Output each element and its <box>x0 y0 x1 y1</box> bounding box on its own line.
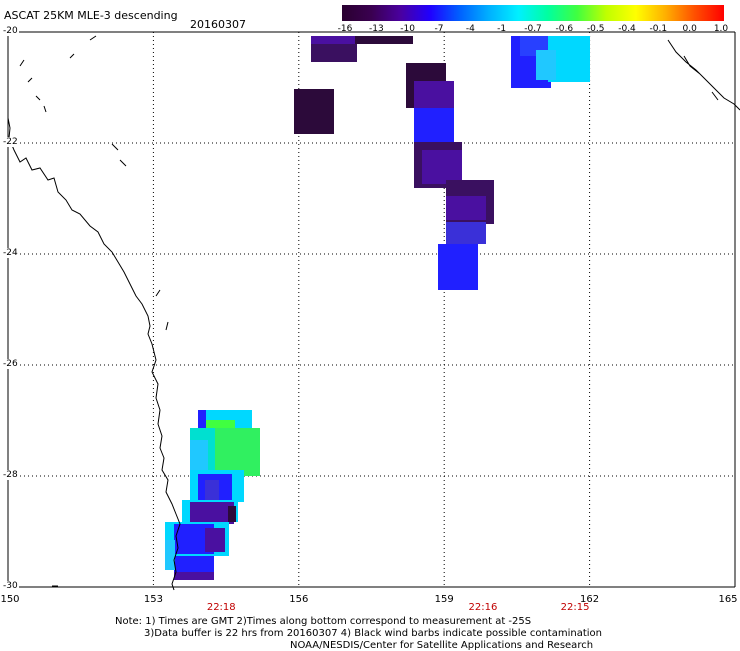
colorbar-label: -7 <box>434 24 444 34</box>
mle-cell <box>215 428 260 476</box>
mle-cell <box>536 50 556 80</box>
mle-cell <box>228 506 236 522</box>
new-caledonia-coastline <box>667 39 740 111</box>
mle-cell <box>205 528 225 552</box>
colorbar-label: -4 <box>465 24 475 34</box>
colorbar-label: -0.4 <box>618 24 636 34</box>
latitude-label: -22 <box>2 137 19 147</box>
colorbar-label: -16 <box>337 24 353 34</box>
mle-data-cells <box>165 36 590 580</box>
colorbar-label: -1 <box>497 24 507 34</box>
mle-cell <box>190 502 234 524</box>
australia-coastline-islands <box>19 35 169 587</box>
colorbar-label: -0.5 <box>586 24 605 34</box>
longitude-label: 156 <box>289 594 309 605</box>
colorbar-label: -0.6 <box>555 24 574 34</box>
note-line-3: NOAA/NESDIS/Center for Satellite Applica… <box>290 640 594 651</box>
mle-cell <box>165 540 175 570</box>
longitude-label: 165 <box>718 594 738 605</box>
latitude-label: -24 <box>2 248 19 258</box>
pass-time-label: 22:18 <box>206 602 236 613</box>
mle-cell <box>414 108 454 142</box>
mle-cell <box>414 81 454 111</box>
longitude-label: 150 <box>0 594 20 605</box>
colorbar-label: -0.1 <box>649 24 668 34</box>
colorbar-label: 0.0 <box>682 24 697 34</box>
colorbar-label: -0.7 <box>524 24 542 34</box>
pass-time-label: 22:15 <box>560 602 590 613</box>
colorbar-label: -13 <box>368 24 384 34</box>
mle-cell <box>355 36 413 44</box>
mle-cell <box>205 480 219 500</box>
latitude-label: -30 <box>2 581 19 591</box>
colorbar-label: 1.0 <box>713 24 729 34</box>
latitude-label: -20 <box>2 26 19 36</box>
mle-cell <box>422 150 462 184</box>
map-date: 20160307 <box>190 18 246 31</box>
latitude-label: -28 <box>2 470 19 480</box>
mle-cell <box>311 44 357 62</box>
australia-coastline <box>7 117 181 591</box>
pass-time-label: 22:16 <box>468 602 498 613</box>
mle-cell <box>198 410 206 440</box>
mle-cell <box>294 89 334 134</box>
lat-lon-grid <box>7 31 736 588</box>
mle-cell <box>174 572 214 580</box>
longitude-label: 162 <box>580 594 600 605</box>
mle-cell <box>446 196 486 220</box>
note-line-2: 3)Data buffer is 22 hrs from 20160307 4)… <box>144 628 602 639</box>
mle-cell <box>190 440 208 470</box>
latitude-label: -26 <box>2 359 19 369</box>
longitude-label: 159 <box>434 594 454 605</box>
longitude-label: 153 <box>143 594 163 605</box>
colorbar-label: -10 <box>400 24 416 34</box>
note-line-1: Note: 1) Times are GMT 2)Times along bot… <box>115 616 532 627</box>
map-title: ASCAT 25KM MLE-3 descending <box>4 9 178 22</box>
mle-cell <box>446 222 486 244</box>
colorbar <box>342 5 724 21</box>
mle-cell <box>438 244 478 290</box>
